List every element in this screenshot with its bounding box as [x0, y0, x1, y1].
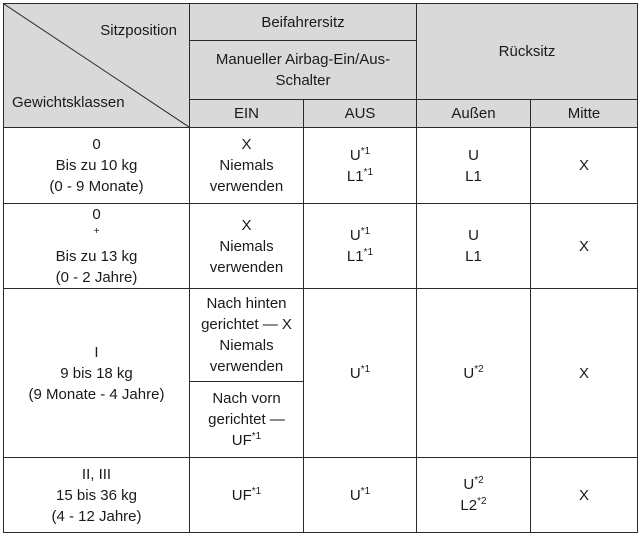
mitte-cell: X — [530, 457, 638, 533]
category-code: U*1 — [349, 226, 371, 245]
category-code: U*1 — [349, 145, 371, 164]
value-line: Nach vorn — [212, 390, 281, 407]
schalter-line-1: Manueller Airbag-Ein/Aus- — [215, 51, 391, 68]
category-code: U*1 — [349, 485, 371, 504]
value-line: Nach hinten — [206, 295, 287, 312]
class-label: 0 + — [92, 206, 101, 237]
weight-range: Bis zu 13 kg — [55, 248, 138, 265]
aus-cell: U*1 L1*1 — [303, 203, 417, 289]
value-line: verwenden — [209, 358, 284, 375]
value-line: X — [241, 136, 252, 153]
aussen-cell: U*2 — [416, 288, 531, 458]
ein-header: EIN — [189, 99, 304, 128]
sitzposition-label: Sitzposition — [100, 22, 177, 39]
beifahrersitz-header: Beifahrersitz — [189, 3, 417, 41]
child-seat-table: Sitzposition Gewichtsklassen Beifahrersi… — [3, 3, 638, 533]
aus-cell: U*1 L1*1 — [303, 127, 417, 204]
aus-cell: U*1 — [303, 288, 417, 458]
category-code: L1 — [465, 248, 482, 265]
ein-cell: X Niemals verwenden — [189, 127, 304, 204]
class-label: 0 — [92, 136, 101, 153]
category-code: L1*1 — [346, 247, 374, 266]
value-line: Niemals — [219, 337, 274, 354]
aussen-cell: U*2 L2*2 — [416, 457, 531, 533]
weight-class-cell: II, III 15 bis 36 kg (4 - 12 Jahre) — [3, 457, 190, 533]
table-row: 0 + Bis zu 13 kg (0 - 2 Jahre) X Niemals … — [3, 203, 638, 289]
mitte-header: Mitte — [530, 99, 638, 128]
category-code: U*1 — [349, 363, 371, 382]
aus-cell: U*1 — [303, 457, 417, 533]
weight-class-cell: I 9 bis 18 kg (9 Monate - 4 Jahre) — [3, 288, 190, 458]
value-line: verwenden — [209, 178, 284, 195]
weight-range: 15 bis 36 kg — [56, 486, 137, 504]
ein-front-cell: Nach vorn gerichtet — UF*1 — [189, 381, 304, 458]
category-code: L1*1 — [346, 166, 374, 185]
aussen-cell: U L1 — [416, 203, 531, 289]
ruecksitz-header: Rücksitz — [416, 3, 638, 100]
table-row: I 9 bis 18 kg (9 Monate - 4 Jahre) Nach … — [3, 288, 638, 458]
table-row: 0 Bis zu 10 kg (0 - 9 Monate) X Niemals … — [3, 127, 638, 204]
aus-header: AUS — [303, 99, 417, 128]
class-label: I — [94, 343, 99, 361]
ein-rear-cell: Nach hinten gerichtet — X Niemals verwen… — [189, 288, 304, 382]
weight-class-cell: 0 + Bis zu 13 kg (0 - 2 Jahre) — [3, 203, 190, 289]
category-code: U — [468, 146, 479, 164]
value-line: gerichtet — — [208, 411, 285, 428]
category-code: L2*2 — [460, 496, 487, 515]
category-code: U*2 — [463, 475, 484, 494]
age-range: (0 - 9 Monate) — [49, 178, 144, 195]
mitte-cell: X — [530, 127, 638, 204]
table-row: Nach vorn gerichtet — UF*1 — [4, 381, 638, 458]
category-code: U*2 — [463, 363, 484, 382]
value-line: verwenden — [209, 258, 284, 276]
airbag-switch-header: Manueller Airbag-Ein/Aus- Schalter — [189, 40, 417, 100]
category-code: U — [468, 227, 479, 244]
diagonal-line — [4, 4, 189, 127]
weight-class-cell: 0 Bis zu 10 kg (0 - 9 Monate) — [3, 127, 190, 204]
value-line: gerichtet — X — [201, 316, 292, 333]
age-range: (0 - 2 Jahre) — [55, 269, 138, 286]
ein-cell: X Niemals verwenden — [189, 203, 304, 289]
value-line: X — [241, 216, 252, 234]
age-range: (9 Monate - 4 Jahre) — [28, 385, 165, 403]
class-label: II, III — [81, 465, 112, 483]
category-code: L1 — [465, 167, 482, 185]
category-code: UF*1 — [231, 431, 262, 450]
aussen-cell: U L1 — [416, 127, 531, 204]
age-range: (4 - 12 Jahre) — [51, 507, 142, 525]
value-line: Niemals — [219, 237, 274, 255]
gewichtsklassen-label: Gewichtsklassen — [12, 94, 125, 111]
corner-header-cell: Sitzposition Gewichtsklassen — [3, 3, 190, 128]
weight-range: 9 bis 18 kg — [60, 364, 133, 382]
aussen-header: Außen — [416, 99, 531, 128]
ein-cell: UF*1 — [189, 457, 304, 533]
category-code: UF*1 — [231, 485, 262, 504]
value-line: Niemals — [219, 157, 274, 174]
mitte-cell: X — [530, 203, 638, 289]
weight-range: Bis zu 10 kg — [55, 157, 138, 174]
mitte-cell: X — [530, 288, 638, 458]
schalter-line-2: Schalter — [275, 72, 331, 89]
table-row: II, III 15 bis 36 kg (4 - 12 Jahre) UF*1… — [3, 457, 638, 533]
